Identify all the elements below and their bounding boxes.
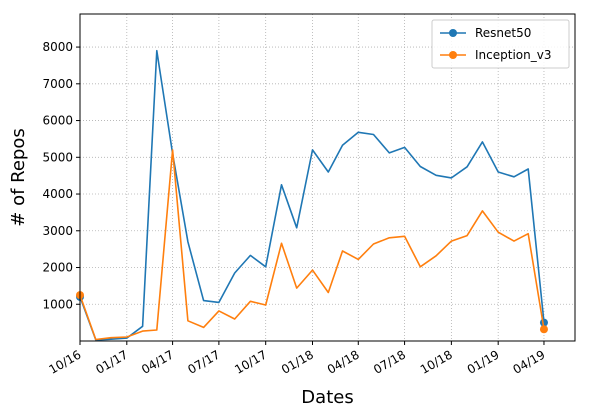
y-tick-label: 3000	[42, 224, 73, 238]
y-tick-label: 6000	[42, 114, 73, 128]
legend-label: Resnet50	[475, 26, 531, 40]
y-tick-label: 1000	[42, 297, 73, 311]
legend-swatch-marker	[449, 51, 457, 59]
y-tick-label: 2000	[42, 261, 73, 275]
y-tick-label: 4000	[42, 187, 73, 201]
legend-label: Inception_v3	[475, 48, 551, 62]
legend-swatch-marker	[449, 29, 457, 37]
y-tick-label: 5000	[42, 150, 73, 164]
legend: Resnet50 Inception_v3	[432, 20, 569, 68]
y-tick-label: 7000	[42, 77, 73, 91]
x-axis-label: Dates	[301, 387, 353, 408]
y-tick-label: 8000	[42, 40, 73, 54]
y-axis-label: # of Repos	[8, 128, 29, 226]
series-point-inception_v3	[540, 325, 548, 333]
